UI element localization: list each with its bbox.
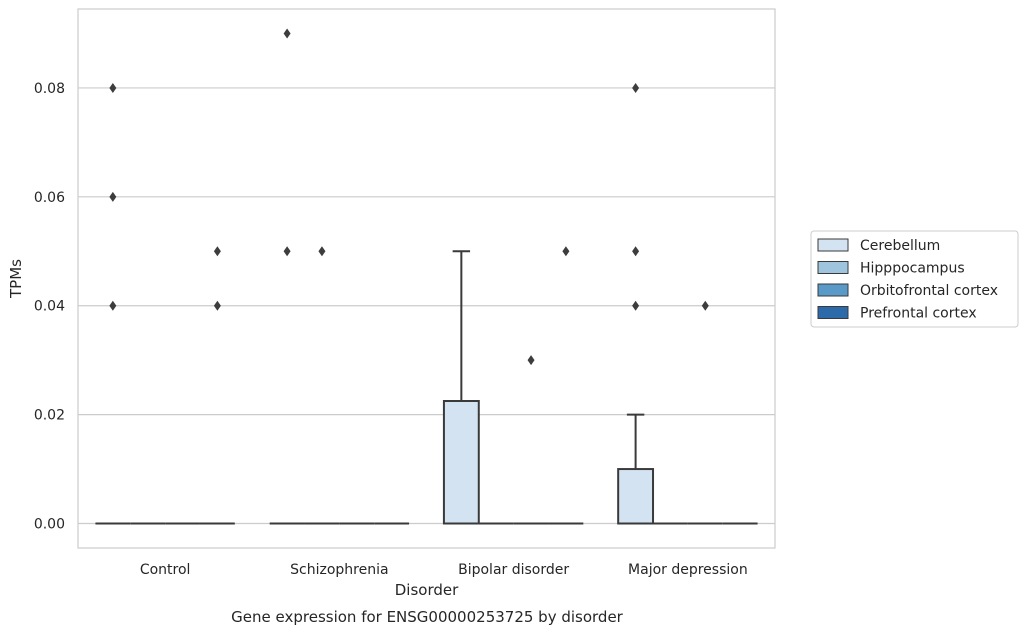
outlier-point <box>109 191 117 202</box>
outlier-point <box>632 82 640 93</box>
x-tick-label: Bipolar disorder <box>458 562 569 578</box>
y-axis-ticks: 0.00 0.02 0.04 0.06 0.08 <box>34 81 65 533</box>
y-tick-label: 0.08 <box>34 81 65 97</box>
legend-swatch <box>817 238 849 252</box>
y-tick-label: 0.04 <box>34 299 65 315</box>
outlier-point <box>562 246 570 257</box>
legend-frame <box>810 230 1019 328</box>
outlier-point <box>701 300 709 311</box>
legend-label: Prefrontal cortex <box>860 306 977 322</box>
plot-area-frame <box>77 8 776 549</box>
outlier-point <box>213 300 221 311</box>
outlier-point <box>632 300 640 311</box>
outlier-point <box>109 82 117 93</box>
series-prefrontal-cortex <box>199 246 758 525</box>
outlier-point <box>283 246 291 257</box>
y-axis-label: TPMs <box>7 259 25 299</box>
y-tick-label: 0.06 <box>34 190 65 206</box>
outlier-point <box>527 355 535 366</box>
x-tick-label: Control <box>140 562 191 578</box>
box-series <box>95 28 758 525</box>
chart-caption: Gene expression for ENSG00000253725 by d… <box>231 608 624 626</box>
legend-swatch <box>817 283 849 297</box>
legend-label: Orbitofrontal cortex <box>860 283 998 299</box>
legend-label: Hipppocampus <box>860 261 965 277</box>
box <box>617 468 655 525</box>
y-tick-label: 0.02 <box>34 408 65 424</box>
legend-swatch <box>817 261 849 274</box>
series-cerebellum <box>95 28 655 525</box>
legend: Cerebellum Hipppocampus Orbitofrontal cort… <box>810 230 1019 328</box>
legend-label: Cerebellum <box>860 238 940 254</box>
series-hipppocampus <box>130 246 688 525</box>
legend-swatch <box>817 306 849 319</box>
outlier-point <box>632 246 640 257</box>
x-axis-ticks: Control Schizophrenia Bipolar disorder Majo… <box>140 562 748 578</box>
x-tick-label: Schizophrenia <box>290 562 388 578</box>
outlier-point <box>109 300 117 311</box>
outlier-point <box>283 28 291 39</box>
outlier-point <box>213 246 221 257</box>
series-orbitofrontal-cortex <box>165 300 723 525</box>
y-tick-label: 0.00 <box>34 517 65 533</box>
box <box>442 400 480 525</box>
gridlines <box>78 87 775 525</box>
x-tick-label: Major depression <box>628 562 748 578</box>
x-axis-label: Disorder <box>395 581 459 599</box>
outlier-point <box>318 246 326 257</box>
